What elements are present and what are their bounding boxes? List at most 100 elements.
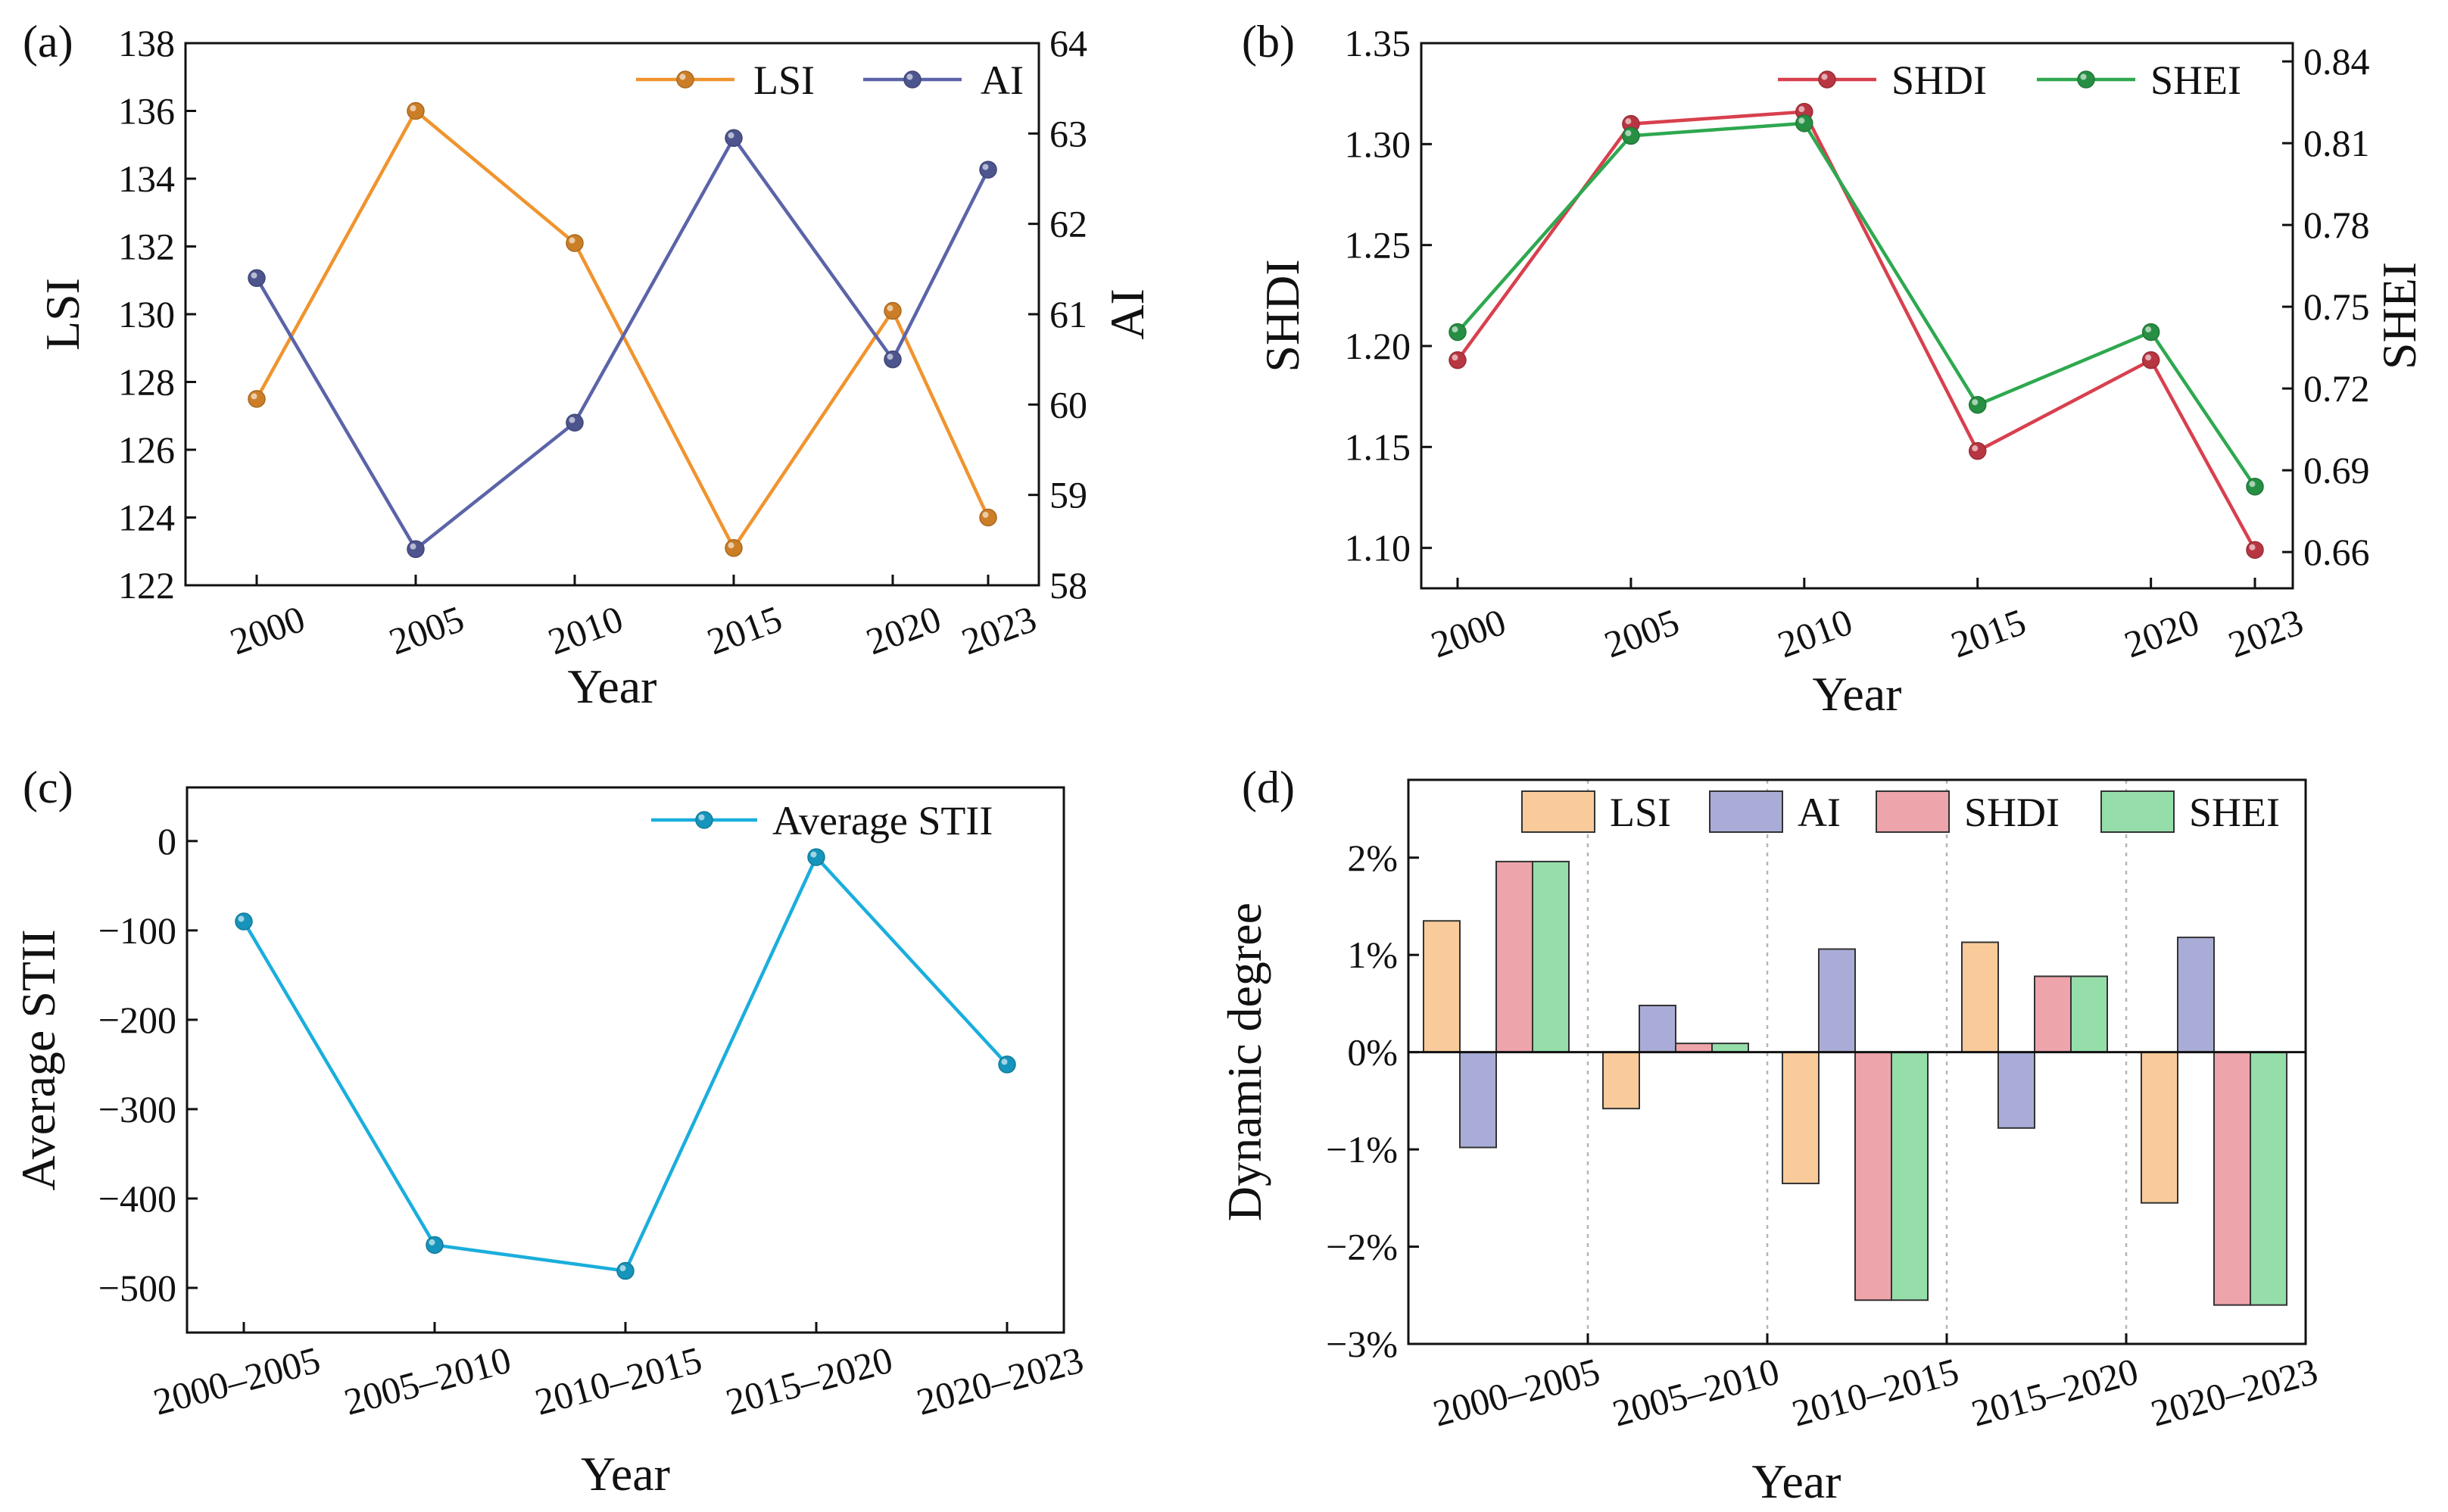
panel-label: (b)	[1242, 17, 1295, 67]
data-point-shdi	[1968, 441, 1987, 460]
y2-tick-label: 0.81	[2303, 122, 2370, 164]
bar-shdi	[2213, 1051, 2251, 1306]
data-point-average-stii	[998, 1055, 1016, 1074]
bar-ai	[1459, 1051, 1497, 1149]
legend-marker-shei	[2077, 70, 2095, 89]
data-point-average-stii-highlight	[619, 1265, 626, 1272]
bar-shdi	[1854, 1051, 1892, 1302]
data-point-shei	[2141, 323, 2160, 341]
data-point-ai	[979, 161, 997, 179]
data-point-ai-highlight	[569, 416, 575, 423]
data-point-shdi-highlight	[1972, 445, 1979, 452]
legend-label-shei: SHEI	[2189, 790, 2280, 835]
plot-frame	[1407, 778, 2307, 1345]
x-tick-label: 2005–2010	[1608, 1349, 1784, 1434]
x-tick-label: 2015	[1945, 600, 2031, 666]
panel-b: (b) 1.10 1.15 1.20 1.25 1.30 1.35 0.66 0.69 0.72 0…	[1242, 17, 2426, 721]
y-tick-label: 128	[118, 361, 175, 404]
legend-label-lsi: LSI	[753, 58, 815, 103]
data-point-average-stii	[616, 1261, 635, 1280]
x-tick-label: 2023	[2223, 600, 2309, 666]
series-line-lsi	[255, 108, 990, 552]
legend-swatch-ai	[1709, 790, 1783, 833]
y2-tick-label: 0.78	[2303, 204, 2370, 246]
bar-lsi	[1961, 941, 1999, 1053]
bar-shei	[2070, 975, 2108, 1053]
y-tick-label: −400	[98, 1177, 176, 1220]
x-tick-label: 2015–2020	[1967, 1349, 2143, 1434]
x-tick-label: 2010	[543, 597, 628, 663]
data-point-ai-highlight	[887, 354, 893, 360]
data-point-lsi-highlight	[887, 305, 893, 312]
data-point-lsi-highlight	[569, 237, 575, 244]
data-point-shei	[1968, 395, 1987, 414]
data-point-shdi	[1449, 351, 1467, 369]
x-tick-label: 2000	[1426, 600, 1511, 666]
y2-tick-label: 0.66	[2303, 531, 2370, 573]
data-point-shei-highlight	[1972, 399, 1979, 406]
bar-lsi	[1602, 1051, 1640, 1110]
y2-tick-label: 59	[1049, 474, 1087, 516]
bar-shei	[1891, 1051, 1929, 1302]
panel-c: (c) 0 −100 −200 −300 −400 −500 2000–2005 2005–20…	[11, 762, 1088, 1501]
x-tick-label: 2000	[225, 597, 310, 663]
data-point-lsi	[979, 508, 997, 527]
legend-marker-ai	[903, 70, 922, 89]
series-line-average-stii	[242, 854, 1009, 1274]
legend-marker-shdi	[1818, 70, 1836, 89]
data-point-shei	[1622, 126, 1640, 145]
data-point-average-stii-highlight	[810, 851, 817, 858]
y-tick-label: −2%	[1326, 1226, 1398, 1268]
legend-label-shdi: SHDI	[1891, 58, 1987, 103]
legend-label-ai: AI	[981, 58, 1024, 103]
data-point-average-stii-highlight	[1001, 1058, 1008, 1065]
panel-a: (a) 122 124 126 128 130 132 134 136 138 58 59 60 61 62…	[23, 17, 1154, 713]
x-tick-label: 2020–2023	[912, 1338, 1088, 1423]
y2-tick-label: 0.75	[2303, 285, 2370, 328]
legend-label-shei: SHEI	[2150, 58, 2241, 103]
y-tick-label: 138	[118, 22, 175, 64]
series-line-ai	[255, 135, 990, 552]
x-tick-label: 2020	[861, 597, 946, 663]
x-tick-label: 2010–2015	[1788, 1349, 1963, 1434]
y-tick-label: 132	[118, 226, 175, 268]
data-point-shdi-highlight	[1625, 118, 1632, 125]
data-point-lsi	[725, 539, 743, 557]
data-point-lsi-highlight	[982, 512, 989, 518]
data-point-ai-highlight	[410, 543, 416, 550]
x-tick-label: 2000–2005	[1429, 1349, 1604, 1434]
y-tick-label: −500	[98, 1267, 176, 1309]
y2-tick-label: 0.69	[2303, 449, 2370, 491]
y-tick-label: 1.10	[1345, 527, 1411, 569]
x-tick-label: 2015–2020	[722, 1338, 897, 1423]
bar-shdi	[2034, 975, 2072, 1053]
legend-label-ai: AI	[1798, 790, 1841, 835]
data-point-shei	[1795, 114, 1813, 132]
panel-label: (c)	[23, 762, 73, 812]
x-axis-title: Year	[581, 1447, 670, 1501]
y2-tick-label: 0.84	[2303, 40, 2370, 83]
data-point-ai-highlight	[251, 272, 257, 279]
y-tick-label: −3%	[1326, 1323, 1398, 1365]
data-point-average-stii	[807, 848, 825, 866]
y-axis-title: Dynamic degree	[1218, 903, 1271, 1221]
x-tick-label: 2005	[384, 597, 469, 663]
legend-swatch-lsi	[1521, 790, 1595, 833]
x-tick-label: 2000–2005	[149, 1338, 325, 1423]
data-point-lsi	[884, 301, 902, 320]
legend-label-average-stii: Average STII	[772, 798, 993, 843]
y-tick-label: 1.20	[1345, 325, 1411, 367]
y-tick-label: −300	[98, 1088, 176, 1130]
data-point-ai	[248, 269, 266, 288]
data-point-average-stii-highlight	[429, 1239, 435, 1245]
y-tick-label: 124	[118, 497, 175, 539]
x-tick-label: 2010	[1772, 600, 1857, 666]
data-point-lsi-highlight	[728, 542, 734, 549]
data-point-average-stii-highlight	[238, 915, 245, 922]
series-line-shdi	[1456, 110, 2256, 551]
x-tick-label: 2023	[956, 597, 1042, 663]
x-tick-label: 2005–2010	[340, 1338, 516, 1423]
data-point-ai	[566, 413, 584, 432]
data-point-shei-highlight	[2145, 326, 2152, 333]
x-axis-title: Year	[568, 659, 657, 713]
